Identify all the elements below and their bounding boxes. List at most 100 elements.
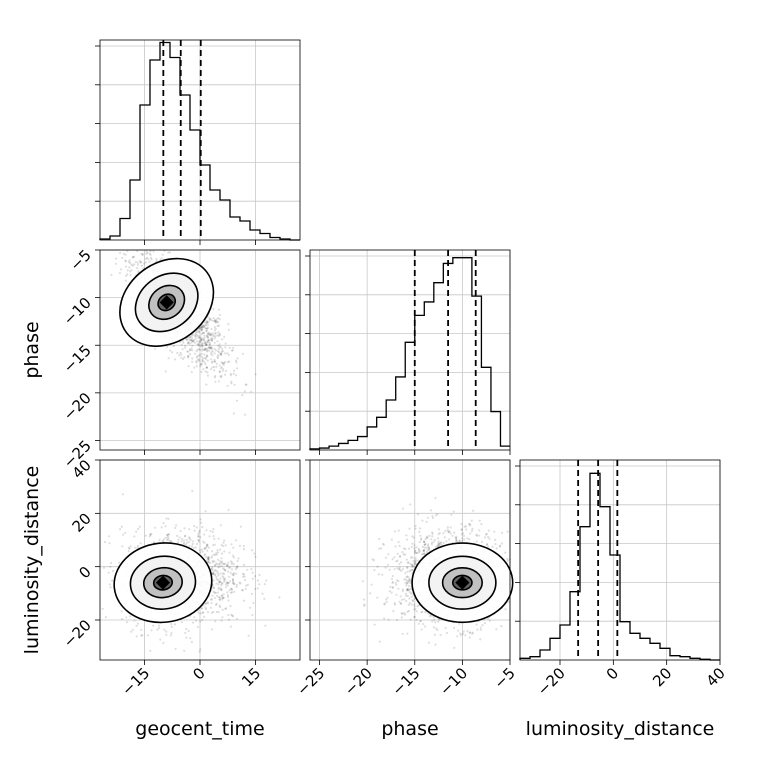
scatter-point [200, 328, 203, 331]
scatter-point [205, 366, 208, 369]
scatter-point [215, 582, 218, 585]
scatter-point [195, 356, 198, 359]
scatter-point [207, 546, 210, 549]
scatter-point [427, 641, 430, 644]
scatter-point [188, 528, 191, 531]
scatter-point [256, 587, 259, 590]
scatter-point [201, 345, 204, 348]
scatter-point [144, 534, 147, 537]
scatter-point [204, 356, 207, 359]
scatter-point [227, 566, 230, 569]
scatter-point [236, 357, 239, 360]
scatter-point [427, 544, 430, 547]
scatter-point [206, 543, 209, 546]
scatter-point [119, 251, 122, 255]
scatter-point [202, 331, 205, 335]
scatter-point [187, 356, 190, 359]
scatter-point [216, 591, 219, 594]
scatter-point [243, 390, 247, 393]
scatter-point [133, 619, 136, 622]
scatter-point [124, 260, 127, 263]
scatter-point [213, 369, 216, 372]
scatter-point [196, 343, 199, 346]
scatter-point [428, 615, 431, 618]
scatter-point [173, 623, 177, 626]
scatter-point [102, 566, 106, 570]
scatter-point [191, 489, 194, 493]
scatter-point [218, 313, 221, 316]
scatter-point [437, 528, 441, 531]
scatter-point [165, 533, 169, 537]
scatter-point [194, 337, 197, 340]
scatter-point [185, 338, 188, 341]
scatter-point [203, 340, 206, 343]
x-tick-label: 15 [238, 664, 264, 690]
scatter-point [391, 574, 394, 578]
scatter-point [219, 375, 222, 378]
scatter-point [434, 514, 438, 517]
scatter-point [412, 536, 415, 539]
scatter-point [191, 542, 194, 546]
scatter-point [256, 579, 259, 582]
scatter-point [109, 586, 112, 589]
scatter-point [206, 359, 209, 362]
scatter-point [216, 356, 219, 360]
scatter-point [211, 550, 214, 553]
scatter-point [407, 580, 410, 584]
scatter-point [204, 348, 207, 351]
scatter-point [195, 340, 198, 343]
scatter-point [208, 349, 211, 352]
scatter-point [498, 545, 502, 548]
scatter-point [200, 607, 203, 610]
scatter-point [169, 634, 172, 637]
scatter-point [122, 533, 125, 536]
scatter-point [197, 611, 200, 614]
scatter-point [138, 259, 141, 263]
scatter-point [195, 333, 198, 336]
scatter-point [130, 269, 133, 272]
scatter-point [207, 331, 211, 334]
scatter-point [121, 256, 124, 260]
scatter-point [413, 616, 416, 619]
scatter-point [129, 270, 132, 273]
scatter-point [193, 334, 197, 337]
scatter-point [197, 532, 200, 536]
scatter-point [378, 547, 381, 550]
scatter-point [380, 547, 383, 550]
scatter-point [180, 356, 183, 359]
scatter-point [218, 343, 221, 346]
scatter-point [213, 543, 216, 546]
scatter-point [414, 560, 417, 563]
scatter-point [135, 635, 138, 638]
scatter-point [227, 323, 230, 326]
scatter-point [399, 555, 402, 558]
scatter-point [227, 508, 230, 512]
scatter-point [439, 541, 442, 544]
scatter-point [165, 517, 168, 520]
scatter-point [204, 341, 207, 345]
scatter-point [206, 557, 209, 560]
scatter-point [145, 256, 149, 259]
scatter-point [212, 317, 215, 320]
scatter-point [176, 534, 179, 538]
scatter-point [414, 561, 417, 564]
scatter-point [479, 626, 482, 629]
scatter-point [199, 341, 202, 344]
scatter-point [414, 563, 417, 566]
scatter-point [395, 593, 398, 596]
scatter-point [191, 340, 194, 343]
scatter-point [210, 598, 213, 601]
scatter-point [406, 589, 409, 592]
scatter-point [218, 565, 221, 568]
scatter-point [493, 530, 496, 533]
scatter-point [411, 542, 414, 545]
scatter-point [418, 530, 421, 534]
y-tick-label: −10 [60, 294, 95, 329]
scatter-point [203, 342, 206, 345]
scatter-point [254, 555, 257, 558]
scatter-point [410, 595, 413, 599]
scatter-point [144, 257, 147, 260]
scatter-point [418, 550, 421, 553]
scatter-point [433, 618, 436, 622]
scatter-point [207, 557, 210, 560]
